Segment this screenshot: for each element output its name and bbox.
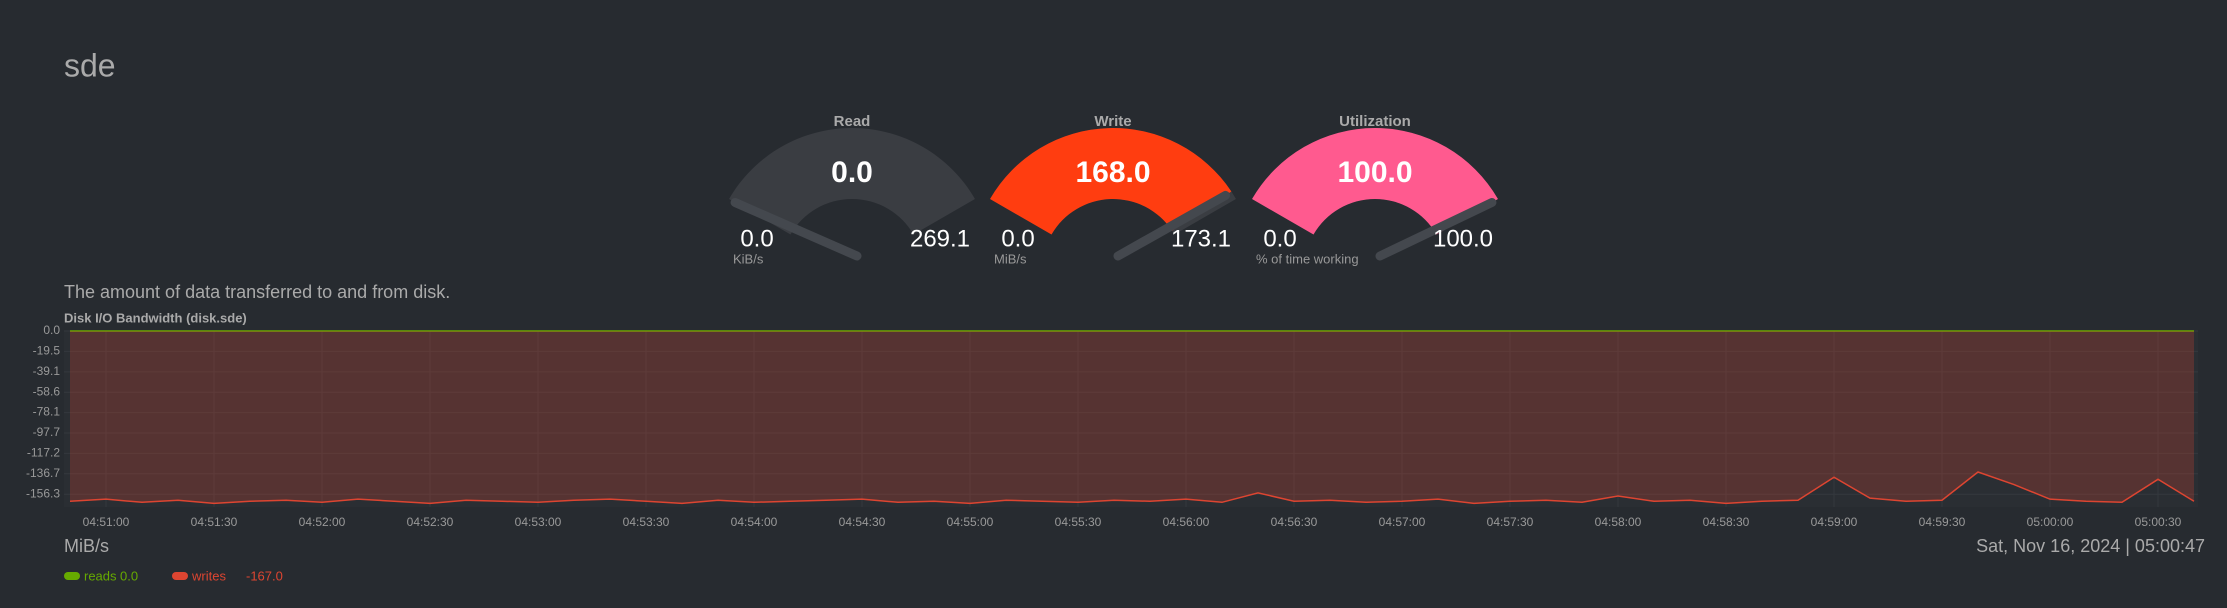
x-tick-label: 04:56:30 xyxy=(1271,515,1318,529)
gauge-max: 100.0 xyxy=(1433,225,1493,252)
gauge-title: Read xyxy=(834,113,871,130)
page-title: sde xyxy=(64,47,116,83)
gauge-needle xyxy=(1375,198,1497,261)
plot-area xyxy=(64,331,2198,507)
legend-swatch xyxy=(172,572,188,580)
gauge-unit: MiB/s xyxy=(994,251,1027,266)
x-tick-label: 04:54:00 xyxy=(731,515,778,529)
x-tick-label: 04:56:00 xyxy=(1163,515,1210,529)
legend-value: 0.0 xyxy=(120,568,138,583)
y-tick-label: -19.5 xyxy=(33,344,61,358)
y-tick-label: -58.6 xyxy=(33,384,61,398)
x-tick-label: 04:53:00 xyxy=(515,515,562,529)
description: The amount of data transferred to and fr… xyxy=(64,282,450,302)
series-line xyxy=(69,471,2195,505)
gauge-unit: KiB/s xyxy=(733,251,764,266)
x-tick-label: 04:57:30 xyxy=(1487,515,1534,529)
legend-name: reads xyxy=(84,568,117,583)
gauge-unit: % of time working xyxy=(1256,251,1359,266)
y-tick-label: -117.2 xyxy=(27,446,60,460)
series-area xyxy=(70,331,2194,504)
gauge-title: Write xyxy=(1094,113,1131,130)
y-tick-label: 0.0 xyxy=(43,323,60,337)
gauge-value: 168.0 xyxy=(1075,156,1150,189)
x-tick-label: 05:00:00 xyxy=(2027,515,2074,529)
gauge-min: 0.0 xyxy=(1001,225,1034,252)
y-axis-unit: MiB/s xyxy=(64,536,109,556)
chart-title: Disk I/O Bandwidth (disk.sde) xyxy=(64,310,247,325)
gauge-min: 0.0 xyxy=(1263,225,1296,252)
timestamp: Sat, Nov 16, 2024 | 05:00:47 xyxy=(1976,536,2205,556)
legend-swatch xyxy=(64,572,80,580)
x-tick-label: 04:55:00 xyxy=(947,515,994,529)
x-tick-label: 04:52:00 xyxy=(299,515,346,529)
x-tick-label: 04:59:00 xyxy=(1811,515,1858,529)
gauge-min: 0.0 xyxy=(740,225,773,252)
gauge-track xyxy=(729,128,975,235)
gauge-value: 0.0 xyxy=(831,156,873,189)
x-tick-label: 04:54:30 xyxy=(839,515,886,529)
x-tick-label: 04:52:30 xyxy=(407,515,454,529)
gauge-arc xyxy=(1252,128,1498,235)
gauge-max: 173.1 xyxy=(1171,225,1231,252)
x-tick-label: 04:51:00 xyxy=(83,515,130,529)
y-tick-label: -136.7 xyxy=(26,466,60,480)
y-tick-label: -78.1 xyxy=(33,405,61,419)
gauge-needle xyxy=(1113,190,1231,261)
gauge-arc xyxy=(990,128,1232,235)
gauge-needle xyxy=(730,198,862,261)
y-tick-label: -156.3 xyxy=(26,486,60,500)
x-tick-label: 04:51:30 xyxy=(191,515,238,529)
x-tick-label: 04:58:00 xyxy=(1595,515,1642,529)
x-tick-label: 04:55:30 xyxy=(1055,515,1102,529)
x-tick-label: 05:00:30 xyxy=(2135,515,2182,529)
gauge-value: 100.0 xyxy=(1337,156,1412,189)
legend-name: writes xyxy=(191,568,226,583)
gauge-max: 269.1 xyxy=(910,225,970,252)
x-tick-label: 04:59:30 xyxy=(1919,515,1966,529)
x-tick-label: 04:53:30 xyxy=(623,515,670,529)
gauge-title: Utilization xyxy=(1339,113,1411,130)
x-tick-label: 04:57:00 xyxy=(1379,515,1426,529)
y-tick-label: -97.7 xyxy=(33,425,61,439)
legend-value: -167.0 xyxy=(246,568,283,583)
y-tick-label: -39.1 xyxy=(33,364,61,378)
x-tick-label: 04:58:30 xyxy=(1703,515,1750,529)
